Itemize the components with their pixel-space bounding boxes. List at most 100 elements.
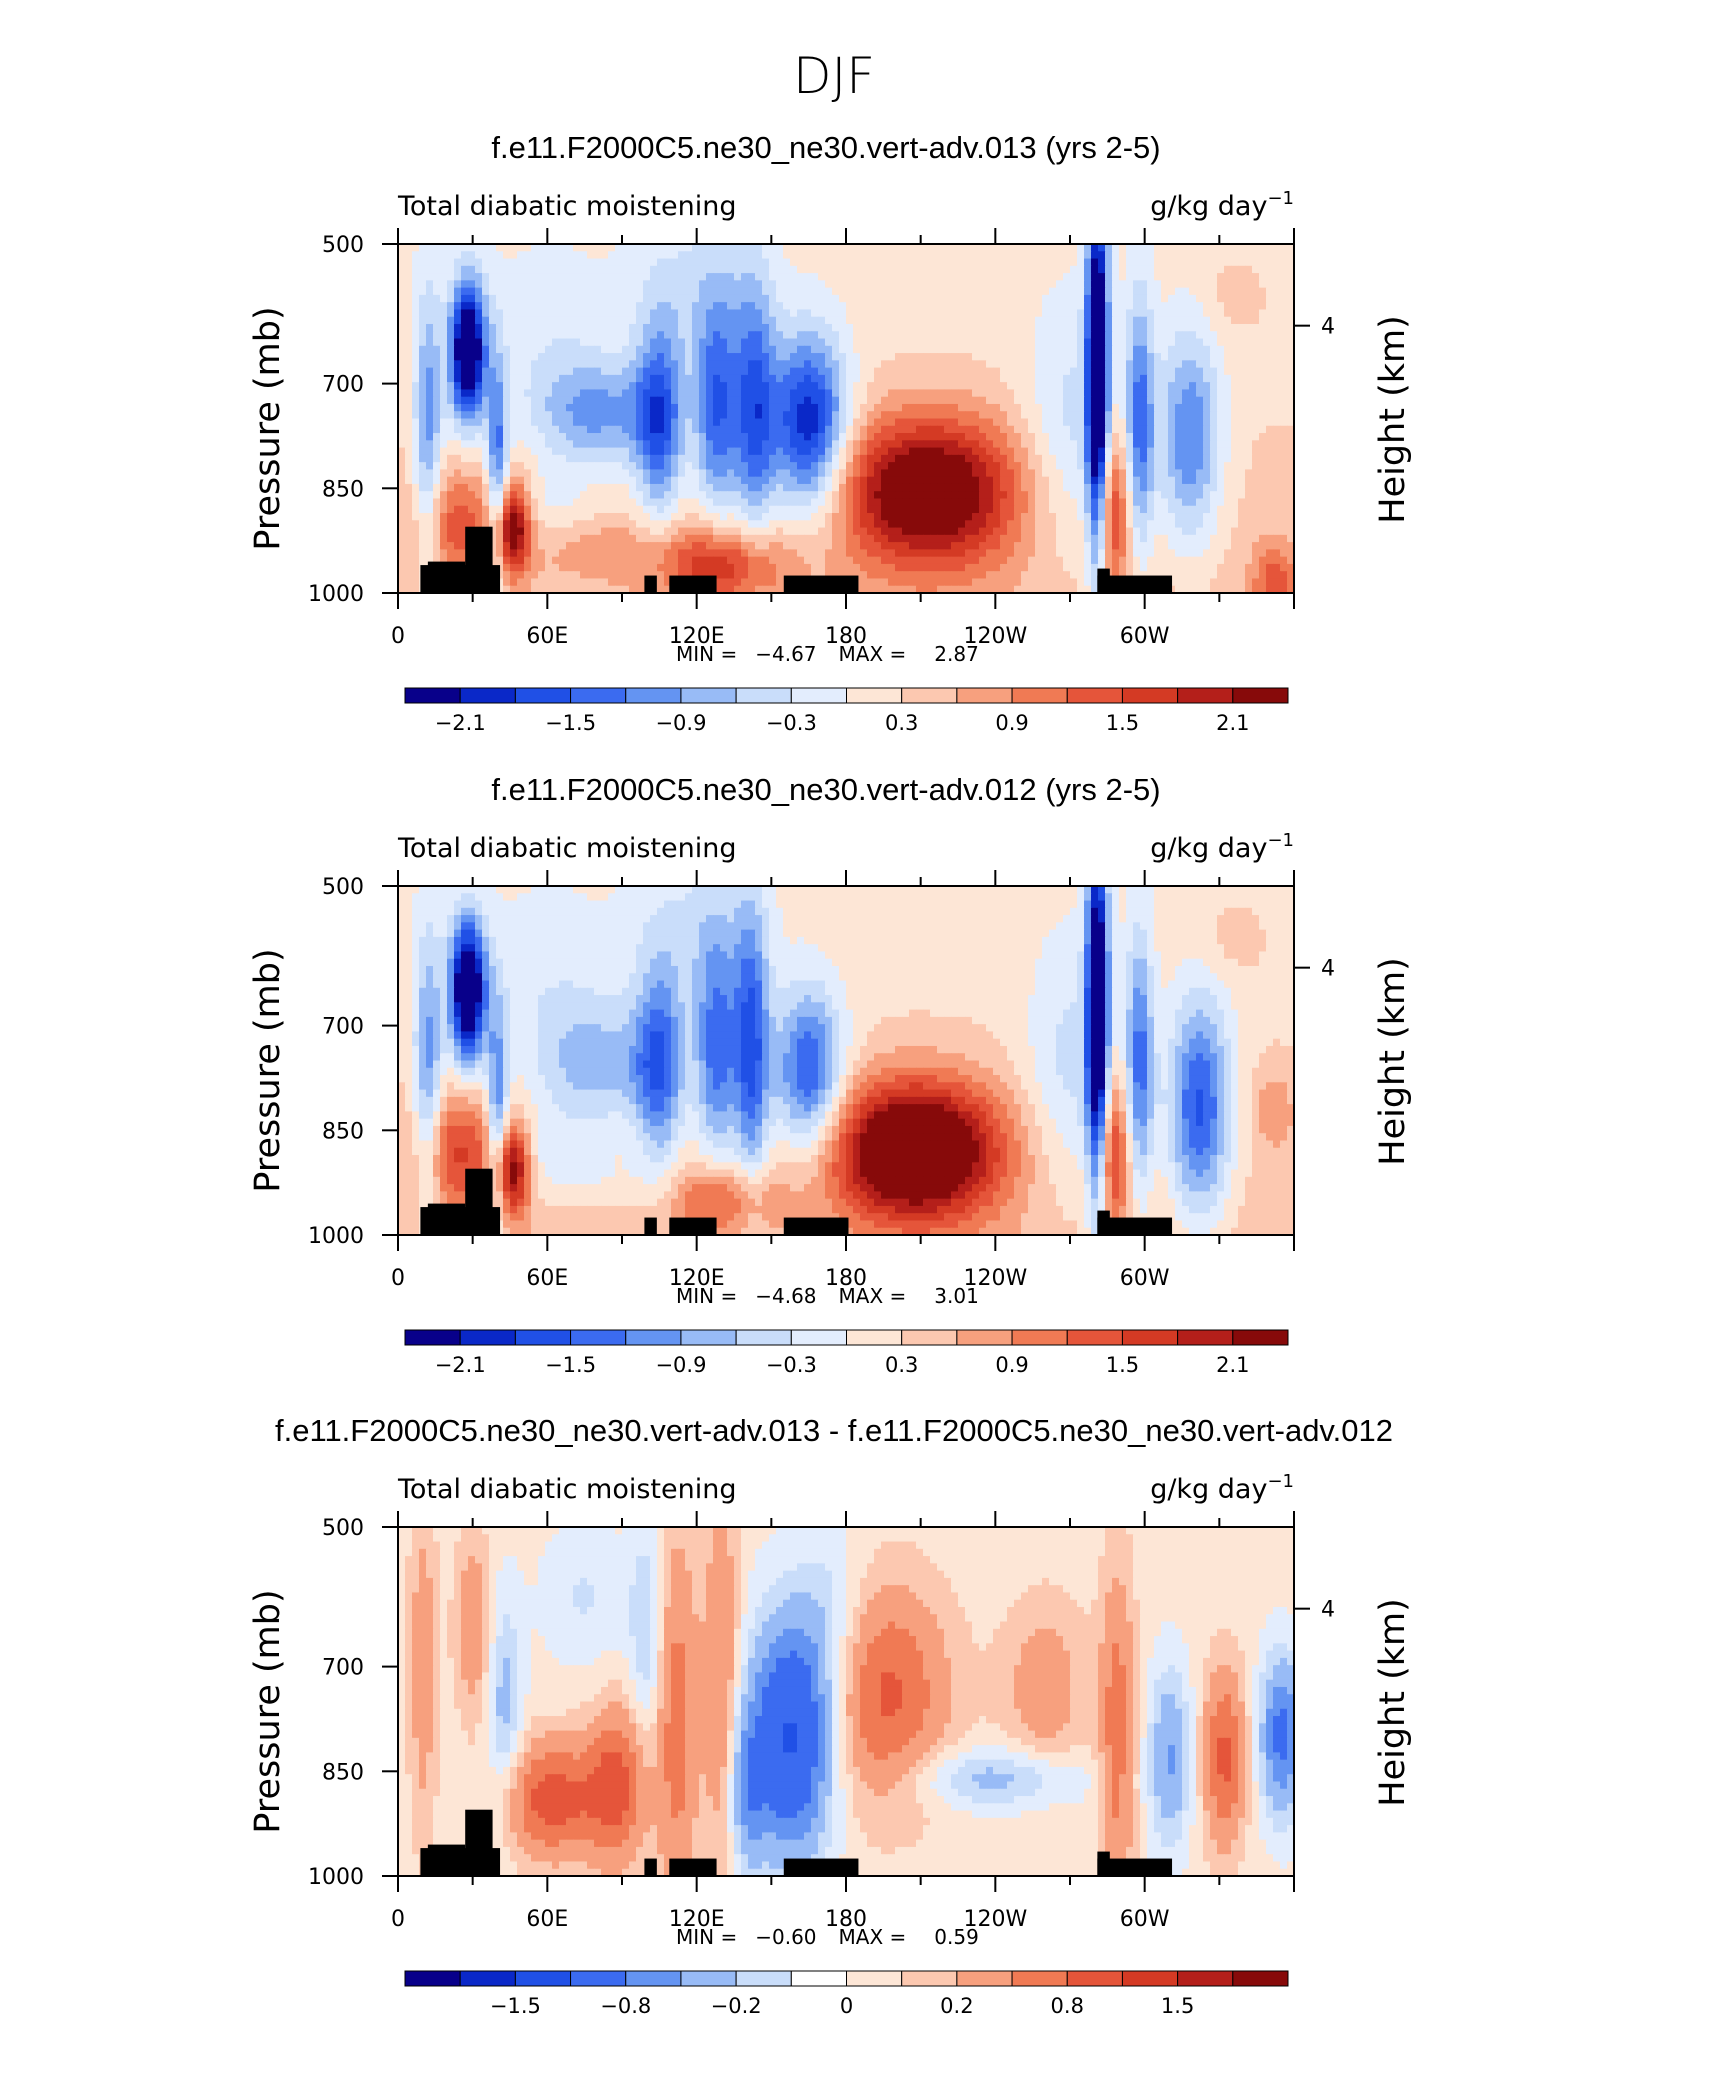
field-cell bbox=[930, 382, 938, 390]
field-cell bbox=[1133, 419, 1141, 427]
field-cell bbox=[1238, 360, 1246, 368]
field-cell bbox=[1063, 375, 1071, 383]
field-cell bbox=[1161, 339, 1169, 347]
field-cell bbox=[1161, 513, 1169, 521]
field-cell bbox=[468, 259, 476, 267]
field-cell bbox=[713, 375, 721, 383]
field-cell bbox=[888, 331, 896, 339]
field-cell bbox=[657, 331, 665, 339]
field-cell bbox=[944, 455, 952, 463]
field-cell bbox=[482, 339, 490, 347]
field-cell bbox=[496, 353, 504, 361]
field-cell bbox=[657, 266, 665, 274]
field-cell bbox=[608, 426, 616, 434]
field-cell bbox=[762, 382, 770, 390]
field-cell bbox=[832, 484, 840, 492]
field-cell bbox=[496, 506, 504, 514]
field-cell bbox=[545, 513, 553, 521]
field-cell bbox=[1147, 404, 1155, 412]
field-cell bbox=[1105, 302, 1113, 310]
field-cell bbox=[629, 498, 637, 506]
field-cell bbox=[587, 353, 595, 361]
field-cell bbox=[776, 346, 784, 354]
field-cell bbox=[797, 520, 805, 528]
field-cell bbox=[580, 426, 588, 434]
field-cell bbox=[1098, 324, 1106, 332]
field-cell bbox=[531, 426, 539, 434]
field-cell bbox=[685, 491, 693, 499]
field-cell bbox=[1070, 302, 1078, 310]
field-cell bbox=[1021, 513, 1029, 521]
field-cell bbox=[874, 520, 882, 528]
field-cell bbox=[888, 266, 896, 274]
field-cell bbox=[545, 360, 553, 368]
field-cell bbox=[937, 419, 945, 427]
field-cell bbox=[412, 295, 420, 303]
field-cell bbox=[755, 404, 763, 412]
field-cell bbox=[1161, 448, 1169, 456]
field-cell bbox=[888, 259, 896, 267]
field-cell bbox=[685, 331, 693, 339]
field-cell bbox=[797, 302, 805, 310]
field-cell bbox=[1203, 266, 1211, 274]
field-cell bbox=[671, 302, 679, 310]
field-cell bbox=[797, 411, 805, 419]
field-cell bbox=[825, 280, 833, 288]
field-cell bbox=[1091, 309, 1099, 317]
field-cell bbox=[426, 440, 434, 448]
field-cell bbox=[573, 280, 581, 288]
field-cell bbox=[1021, 455, 1029, 463]
field-cell bbox=[503, 419, 511, 427]
field-cell bbox=[1042, 280, 1050, 288]
field-cell bbox=[678, 339, 686, 347]
field-cell bbox=[1140, 455, 1148, 463]
field-cell bbox=[468, 477, 476, 485]
field-cell bbox=[468, 266, 476, 274]
field-cell bbox=[1126, 324, 1134, 332]
field-cell bbox=[769, 498, 777, 506]
field-cell bbox=[1168, 404, 1176, 412]
field-cell bbox=[643, 498, 651, 506]
field-cell bbox=[972, 353, 980, 361]
field-cell bbox=[1007, 397, 1015, 405]
field-cell bbox=[853, 389, 861, 397]
field-cell bbox=[979, 440, 987, 448]
field-cell bbox=[986, 346, 994, 354]
field-cell bbox=[1210, 273, 1218, 281]
field-cell bbox=[811, 462, 819, 470]
field-cell bbox=[594, 491, 602, 499]
field-cell bbox=[1140, 266, 1148, 274]
field-cell bbox=[1133, 455, 1141, 463]
field-cell bbox=[762, 419, 770, 427]
field-cell bbox=[1189, 382, 1197, 390]
field-cell bbox=[1049, 477, 1057, 485]
field-cell bbox=[1252, 520, 1260, 528]
field-cell bbox=[566, 259, 574, 267]
field-cell bbox=[510, 491, 518, 499]
field-cell bbox=[1063, 302, 1071, 310]
field-cell bbox=[923, 448, 931, 456]
field-cell bbox=[615, 346, 623, 354]
field-cell bbox=[720, 455, 728, 463]
field-cell bbox=[622, 455, 630, 463]
field-cell bbox=[1098, 513, 1106, 521]
field-cell bbox=[461, 266, 469, 274]
field-cell bbox=[1210, 309, 1218, 317]
field-cell bbox=[433, 484, 441, 492]
field-cell bbox=[426, 360, 434, 368]
field-cell bbox=[692, 433, 700, 441]
field-cell bbox=[1259, 491, 1267, 499]
field-cell bbox=[825, 462, 833, 470]
field-cell bbox=[510, 520, 518, 528]
field-cell bbox=[1161, 375, 1169, 383]
field-cell bbox=[510, 426, 518, 434]
field-cell bbox=[832, 426, 840, 434]
field-cell bbox=[1231, 484, 1239, 492]
field-cell bbox=[671, 498, 679, 506]
field-cell bbox=[867, 251, 875, 259]
field-cell bbox=[1105, 520, 1113, 528]
field-cell bbox=[1021, 484, 1029, 492]
field-cell bbox=[1070, 477, 1078, 485]
field-cell bbox=[657, 397, 665, 405]
field-cell bbox=[552, 433, 560, 441]
